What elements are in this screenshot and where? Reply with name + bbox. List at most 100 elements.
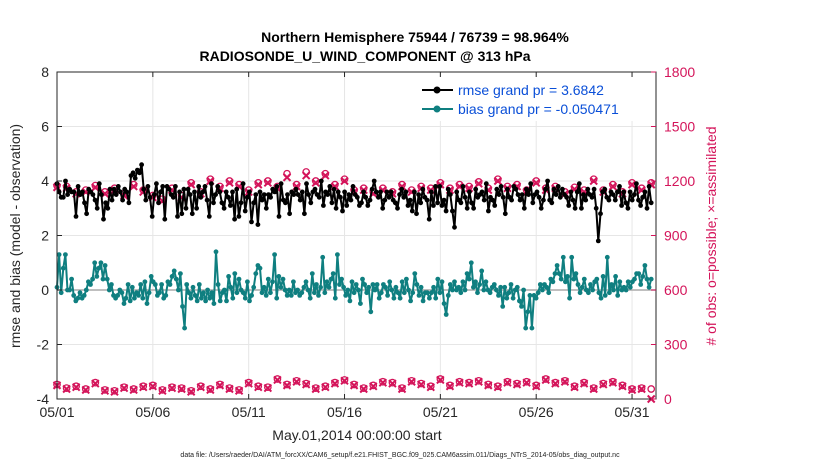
obs-possible-marker [599,379,608,388]
rmse-point [257,189,263,195]
obs-possible-marker [503,377,512,386]
obs-possible-marker [609,377,617,386]
bias-point [196,282,202,287]
y2-tick-label: 1500 [664,119,695,135]
bias-point [389,287,395,293]
bias-point [502,284,508,290]
obs-marker-stroke [301,380,311,389]
obs-assimilated-marker [503,378,512,387]
rmse-point [192,189,197,195]
rmse-point [602,186,608,192]
bias-point [581,276,587,282]
obs-assimilated-marker [512,380,522,389]
rmse-point [443,208,449,214]
rmse-point [359,200,364,206]
obs-marker-stroke [560,377,570,386]
rmse-point [566,203,572,208]
obs-marker-stroke [589,384,598,394]
y-axis-label: rmse and bias (model - observation) [7,124,23,348]
obs-possible-marker [340,376,349,384]
obs-assimilated-marker [627,180,637,189]
rmse-point [589,194,595,200]
rmse-point [189,211,195,217]
rmse-point [369,186,375,192]
rmse-point [505,186,510,192]
bias-point [125,282,131,287]
rmse-point [160,184,166,189]
series-group [54,162,654,331]
bias-point [345,287,351,293]
obs-marker-stroke [618,382,627,391]
rmse-point [568,189,574,195]
obs-marker-stroke [445,382,455,391]
rmse-point [392,200,398,206]
rmse-point [111,186,117,192]
rmse-point [464,205,470,211]
rmse-point [342,189,347,195]
obs-assimilated-marker [215,381,225,390]
rmse-point [365,203,371,208]
bias-point [265,276,271,282]
bias-point [408,298,413,304]
obs-marker-stroke [62,384,71,394]
bias-point [56,252,62,257]
obs-assimilated-marker [560,377,570,386]
rmse-point [247,189,252,195]
bias-point [140,295,146,301]
obs-assimilated-marker [474,179,483,188]
obs-possible-marker [110,386,119,395]
rmse-point [244,194,250,200]
obs-marker-stroke [110,387,119,396]
rmse-point [84,211,89,217]
obs-marker-stroke [225,178,234,188]
obs-marker-stroke [407,377,416,386]
obs-assimilated-marker [388,379,397,388]
obs-marker-stroke [282,173,292,182]
x-tick-label: 05/21 [423,404,458,420]
obs-assimilated-marker [311,384,320,394]
rmse-point [219,200,225,206]
rmse-point [202,184,208,189]
bias-point [291,279,296,285]
rmse-point [223,189,229,195]
bias-point [75,295,81,301]
bias-point [393,284,399,290]
bias-point [468,260,474,266]
bias-point [299,290,305,296]
rmse-point [242,208,248,214]
obs-possible-marker [570,382,579,391]
bias-point [594,276,600,282]
rmse-point [90,192,96,198]
bias-point [201,290,206,296]
rmse-point [386,194,392,200]
obs-assimilated-marker [378,378,388,387]
rmse-point [276,214,282,219]
bias-point [178,271,183,276]
obs-marker-stroke [579,379,589,388]
bias-point [109,282,114,287]
bias-point [157,290,162,296]
rmse-point [109,197,115,203]
bias-point [450,287,455,293]
rmse-point [534,189,540,195]
obs-possible-marker [522,377,531,386]
rmse-point [634,181,639,187]
rmse-point [416,192,421,198]
rmse-point [492,203,498,208]
obs-possible-marker [379,377,387,386]
bias-point [560,254,566,260]
bias-point [623,287,629,293]
bias-point [268,290,273,296]
rmse-point [469,200,474,206]
obs-marker-stroke [493,382,503,392]
bias-point [217,298,223,304]
rmse-point [373,189,379,195]
rmse-point [278,181,284,187]
rmse-point [431,203,436,208]
bias-point [171,268,177,274]
legend: rmse grand pr = 3.6842 bias grand pr = -… [418,77,650,121]
obs-possible-marker [120,383,128,392]
obs-marker-stroke [455,378,464,387]
bias-point [242,295,248,301]
